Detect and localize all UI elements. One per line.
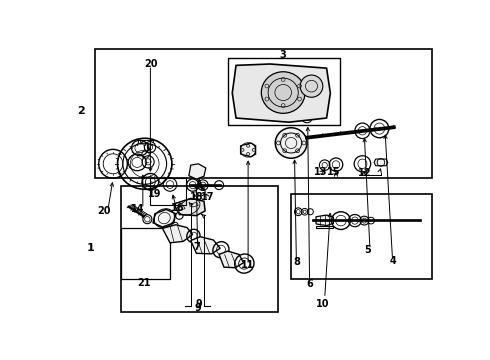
- Polygon shape: [191, 237, 220, 254]
- Text: 12: 12: [358, 168, 371, 179]
- Text: 2: 2: [77, 106, 85, 116]
- Bar: [121, 186, 277, 312]
- Polygon shape: [174, 198, 205, 216]
- Text: 9: 9: [195, 303, 202, 313]
- Text: 21: 21: [137, 278, 150, 288]
- Text: 11: 11: [241, 260, 254, 270]
- Ellipse shape: [275, 128, 307, 158]
- Bar: [95, 49, 432, 177]
- Text: 18: 18: [190, 192, 203, 202]
- Polygon shape: [189, 164, 206, 179]
- Text: 9: 9: [196, 299, 202, 309]
- Polygon shape: [153, 210, 175, 227]
- Polygon shape: [163, 225, 193, 243]
- Bar: [228, 58, 340, 125]
- Polygon shape: [241, 143, 256, 157]
- Polygon shape: [316, 215, 333, 226]
- Text: 13: 13: [314, 167, 328, 177]
- Text: 4: 4: [389, 256, 396, 266]
- Bar: [291, 194, 432, 279]
- Text: 3: 3: [280, 50, 287, 60]
- Text: 1: 1: [87, 243, 95, 253]
- Text: 6: 6: [306, 279, 313, 289]
- Text: 7: 7: [193, 242, 200, 252]
- Text: 17: 17: [201, 192, 215, 202]
- Bar: [150, 179, 186, 205]
- Polygon shape: [219, 251, 244, 268]
- Text: 5: 5: [365, 245, 371, 255]
- Polygon shape: [232, 64, 330, 122]
- Text: 19: 19: [148, 189, 162, 199]
- Ellipse shape: [300, 75, 323, 97]
- Text: 20: 20: [145, 59, 158, 69]
- Polygon shape: [374, 159, 388, 166]
- Text: 20: 20: [97, 206, 111, 216]
- Text: 16: 16: [171, 203, 184, 213]
- Bar: [121, 228, 170, 279]
- Ellipse shape: [261, 72, 305, 113]
- Text: 15: 15: [327, 167, 341, 177]
- Text: 10: 10: [316, 299, 330, 309]
- Text: 8: 8: [293, 257, 300, 267]
- Text: 14: 14: [131, 204, 145, 214]
